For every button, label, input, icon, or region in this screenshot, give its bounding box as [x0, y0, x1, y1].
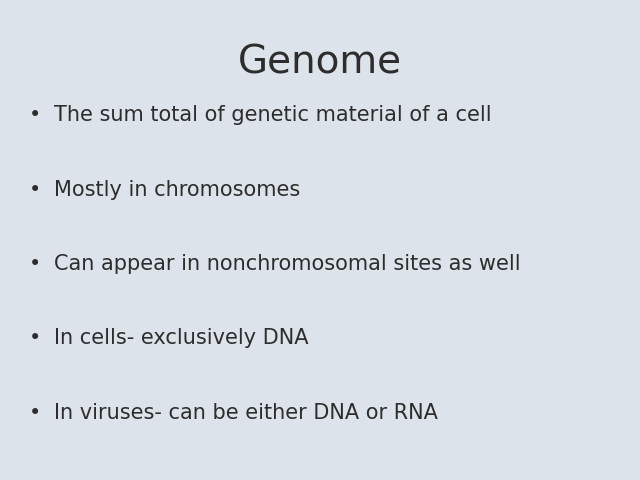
Text: •: •: [29, 328, 42, 348]
Text: In cells- exclusively DNA: In cells- exclusively DNA: [54, 328, 309, 348]
Text: •: •: [29, 180, 42, 200]
Text: The sum total of genetic material of a cell: The sum total of genetic material of a c…: [54, 105, 492, 125]
Text: Genome: Genome: [238, 43, 402, 81]
Text: •: •: [29, 403, 42, 423]
Text: •: •: [29, 254, 42, 274]
Text: Mostly in chromosomes: Mostly in chromosomes: [54, 180, 301, 200]
Text: •: •: [29, 105, 42, 125]
Text: In viruses- can be either DNA or RNA: In viruses- can be either DNA or RNA: [54, 403, 438, 423]
Text: Can appear in nonchromosomal sites as well: Can appear in nonchromosomal sites as we…: [54, 254, 521, 274]
